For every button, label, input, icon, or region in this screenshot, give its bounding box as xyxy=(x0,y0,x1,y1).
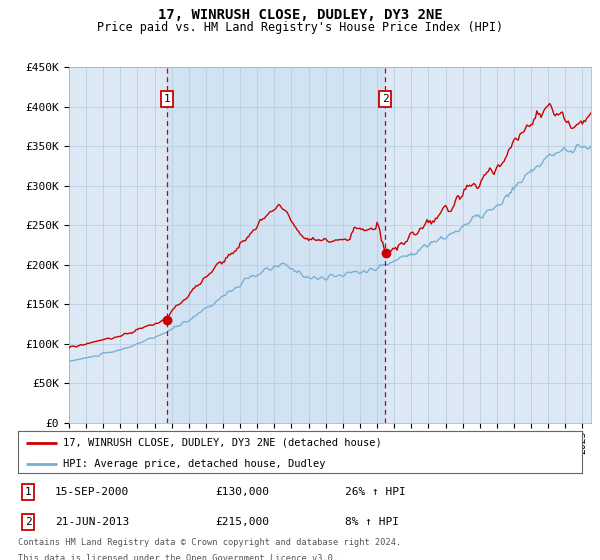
Text: This data is licensed under the Open Government Licence v3.0.: This data is licensed under the Open Gov… xyxy=(18,554,338,560)
Text: 17, WINRUSH CLOSE, DUDLEY, DY3 2NE: 17, WINRUSH CLOSE, DUDLEY, DY3 2NE xyxy=(158,8,442,22)
Text: 8% ↑ HPI: 8% ↑ HPI xyxy=(345,517,399,527)
Text: 17, WINRUSH CLOSE, DUDLEY, DY3 2NE (detached house): 17, WINRUSH CLOSE, DUDLEY, DY3 2NE (deta… xyxy=(63,437,382,447)
Text: Price paid vs. HM Land Registry's House Price Index (HPI): Price paid vs. HM Land Registry's House … xyxy=(97,21,503,34)
Text: 2: 2 xyxy=(382,94,388,104)
Text: Contains HM Land Registry data © Crown copyright and database right 2024.: Contains HM Land Registry data © Crown c… xyxy=(18,538,401,547)
Bar xyxy=(167,67,385,423)
Text: 2: 2 xyxy=(25,517,32,527)
Text: HPI: Average price, detached house, Dudley: HPI: Average price, detached house, Dudl… xyxy=(63,459,326,469)
Text: £130,000: £130,000 xyxy=(215,487,269,497)
Text: 26% ↑ HPI: 26% ↑ HPI xyxy=(345,487,406,497)
Text: £215,000: £215,000 xyxy=(215,517,269,527)
Text: 1: 1 xyxy=(25,487,32,497)
Text: 21-JUN-2013: 21-JUN-2013 xyxy=(55,517,129,527)
Text: 15-SEP-2000: 15-SEP-2000 xyxy=(55,487,129,497)
Text: 1: 1 xyxy=(163,94,170,104)
